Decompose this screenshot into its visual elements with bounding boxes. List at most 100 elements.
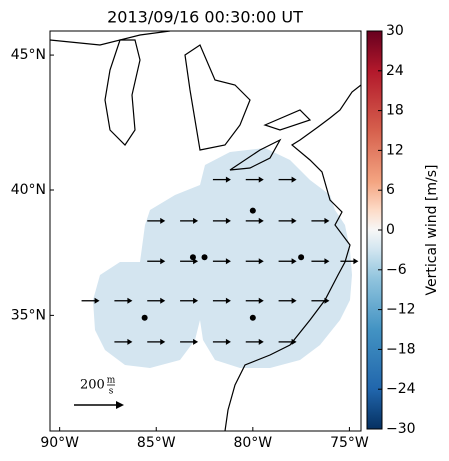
wind-vector: [180, 297, 199, 304]
vector-head: [291, 258, 297, 265]
radar-site: [249, 314, 256, 321]
colorbar-tick-label: −6: [386, 262, 407, 278]
wind-vector: [147, 217, 166, 224]
vectors: [81, 176, 359, 345]
wind-vector: [147, 297, 166, 304]
wind-vector: [114, 297, 133, 304]
vector-head: [324, 297, 330, 304]
vector-head: [225, 338, 231, 345]
scale-arrow: 200 m s: [74, 376, 124, 409]
wind-vector: [245, 176, 264, 183]
vector-head: [353, 258, 359, 265]
x-tick-label: 90°W: [40, 435, 79, 451]
wind-vector: [278, 176, 297, 183]
wind-vector: [212, 176, 231, 183]
colorbar-tick-label: −30: [386, 421, 416, 437]
colorbar-tick-label: 12: [386, 142, 404, 158]
vector-head: [324, 217, 330, 224]
scale-arrow-head: [116, 401, 124, 409]
vector-head: [127, 338, 133, 345]
radar-site: [201, 254, 208, 261]
scale-unit-numerator: m: [107, 376, 116, 386]
wind-vector: [180, 217, 199, 224]
vector-head: [324, 258, 330, 265]
wind-vector: [212, 297, 231, 304]
wind-vector: [340, 258, 359, 265]
wind-vector: [114, 338, 133, 345]
wind-vector: [245, 297, 264, 304]
colorbar-tick-label: −18: [386, 341, 416, 357]
vector-head: [225, 176, 231, 183]
map-area: [50, 31, 361, 431]
colorbar-tick-label: 0: [386, 222, 395, 238]
lake-erie: [229, 138, 282, 171]
vector-head: [160, 217, 166, 224]
vector-head: [127, 297, 133, 304]
radar-site: [141, 314, 148, 321]
wind-vector: [212, 338, 231, 345]
coverage-area: [93, 148, 352, 368]
wind-vector: [278, 258, 297, 265]
vector-head: [193, 297, 199, 304]
wind-vector: [245, 217, 264, 224]
vector-head: [258, 297, 264, 304]
wind-vector: [245, 338, 264, 345]
scale-unit-denominator: s: [109, 387, 114, 397]
vector-head: [258, 258, 264, 265]
lake-michigan: [104, 39, 141, 146]
radar-site: [298, 254, 305, 261]
colorbar-tick-label: −24: [386, 381, 416, 397]
x-tick-label: 85°W: [137, 435, 176, 451]
vector-head: [291, 338, 297, 345]
wind-vector: [311, 258, 330, 265]
radar-site: [249, 207, 256, 214]
wind-vector: [245, 258, 264, 265]
wind-vector: [278, 297, 297, 304]
wind-vector: [81, 297, 100, 304]
vector-head: [291, 297, 297, 304]
x-tick-label: 75°W: [330, 435, 369, 451]
vector-head: [193, 338, 199, 345]
wind-vector: [180, 338, 199, 345]
y-tick-label: 40°N: [11, 182, 46, 198]
map-frame: [49, 30, 362, 432]
vector-head: [94, 297, 100, 304]
radar-site: [189, 254, 196, 261]
scale-value: 200: [80, 378, 105, 393]
wind-vector: [311, 297, 330, 304]
wind-vector: [212, 217, 231, 224]
wind-vector: [147, 258, 166, 265]
coastline: [224, 84, 361, 431]
colorbar-tick-label: 6: [386, 182, 395, 198]
vector-head: [258, 338, 264, 345]
vector-head: [291, 176, 297, 183]
map-title: 2013/09/16 00:30:00 UT: [107, 8, 303, 27]
vector-head: [160, 338, 166, 345]
y-tick-label: 45°N: [11, 47, 46, 63]
vector-head: [160, 258, 166, 265]
lake-huron: [184, 44, 251, 151]
colorbar-tick-label: 24: [386, 63, 404, 79]
wind-vector: [278, 338, 297, 345]
colorbar-tick-label: 30: [386, 23, 404, 39]
wind-vector: [212, 258, 231, 265]
lake-superior: [50, 31, 171, 46]
wind-vector: [278, 217, 297, 224]
wind-vector: [311, 217, 330, 224]
vector-head: [160, 297, 166, 304]
wind-vector: [147, 338, 166, 345]
lake-ontario: [263, 109, 312, 131]
colorbar-tick-label: 18: [386, 103, 404, 119]
vector-head: [258, 176, 264, 183]
vector-head: [225, 217, 231, 224]
vector-head: [225, 297, 231, 304]
colorbar-label: Vertical wind [m/s]: [424, 165, 440, 296]
vector-head: [225, 258, 231, 265]
vector-head: [291, 217, 297, 224]
x-tick-label: 80°W: [233, 435, 272, 451]
vector-head: [258, 217, 264, 224]
vector-head: [193, 217, 199, 224]
y-tick-label: 35°N: [11, 307, 46, 323]
colorbar-tick-label: −12: [386, 302, 416, 318]
